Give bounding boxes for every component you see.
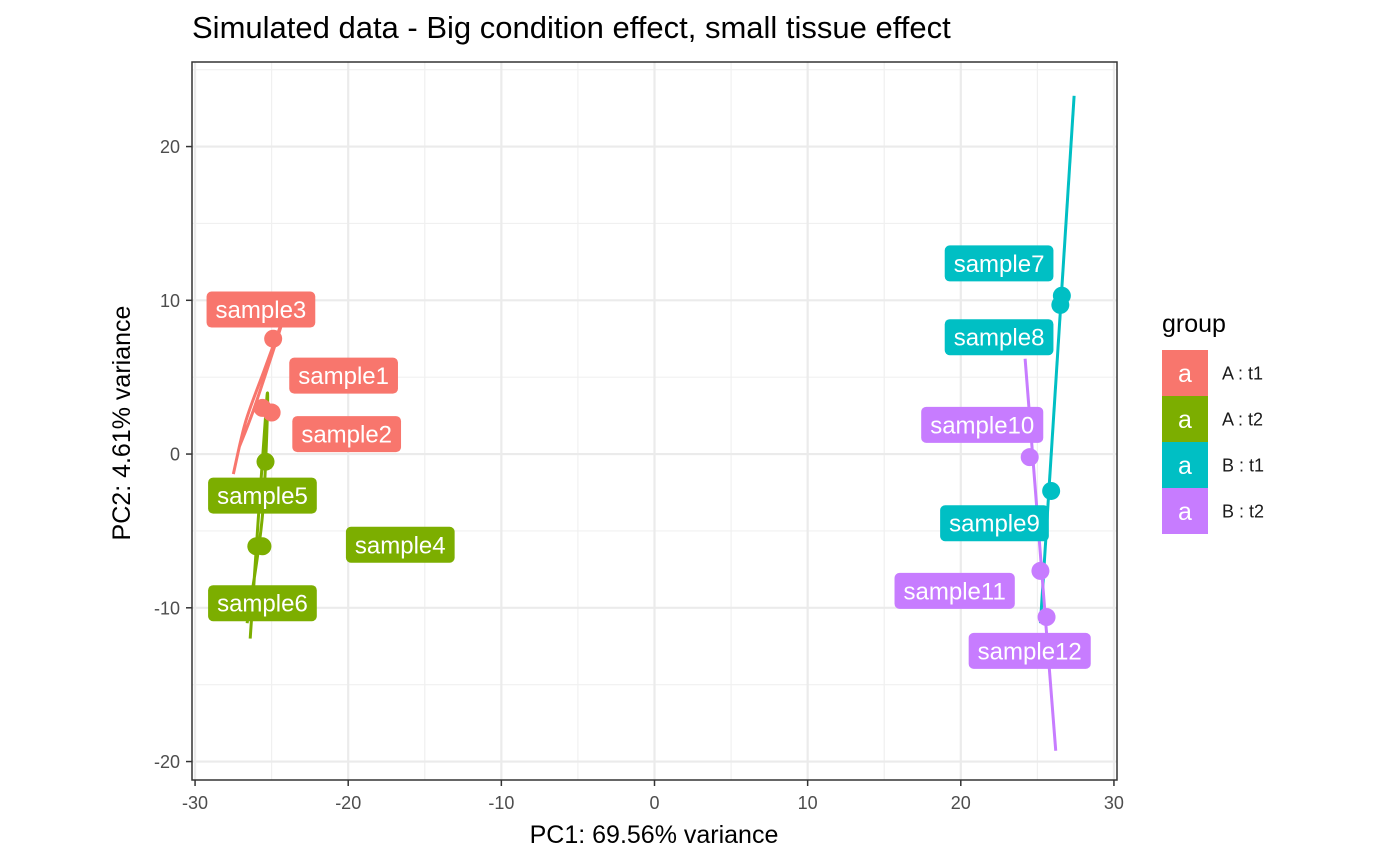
point-label: sample9: [949, 511, 1040, 538]
point-label: sample8: [954, 325, 1045, 352]
point-label-box: [208, 585, 317, 622]
point-label-box: [208, 477, 317, 514]
x-axis-title: PC1: 69.56% variance: [530, 821, 779, 849]
y-tick-label: -10: [154, 598, 180, 618]
legend-key: [1162, 442, 1208, 488]
chart-title: Simulated data - Big condition effect, s…: [192, 10, 951, 45]
legend-key: [1162, 396, 1208, 442]
data-point: [256, 452, 275, 471]
data-point: [1042, 481, 1061, 500]
point-label: sample11: [904, 578, 1006, 605]
x-tick-label: 20: [951, 793, 971, 813]
point-label-box: [894, 572, 1015, 609]
y-tick-label: 0: [170, 445, 180, 465]
legend-key-glyph: a: [1178, 360, 1192, 388]
point-label: sample4: [355, 532, 446, 559]
legend-key-glyph: a: [1178, 452, 1192, 480]
point-label-box: [206, 291, 316, 328]
legend-label: B : t2: [1222, 502, 1264, 522]
point-label: sample5: [217, 483, 308, 510]
data-point: [264, 329, 283, 348]
point-label: sample1: [298, 363, 389, 390]
y-axis-title: PC2: 4.61% variance: [108, 306, 136, 541]
point-label: sample7: [954, 251, 1045, 278]
x-tick-label: 0: [649, 793, 659, 813]
legend: group a A : t1 a A : t2 a B : t1 a B : t2: [1162, 310, 1264, 534]
legend-key: [1162, 488, 1208, 534]
point-label-box: [292, 416, 402, 453]
y-tick-label: 10: [160, 291, 180, 311]
x-tick-label: 30: [1104, 793, 1124, 813]
point-label: sample2: [301, 422, 392, 449]
y-tick-label: -20: [154, 752, 180, 772]
legend-title: group: [1162, 310, 1226, 338]
legend-label: A : t1: [1222, 364, 1263, 384]
data-point: [1051, 295, 1070, 314]
legend-key-glyph: a: [1178, 498, 1192, 526]
x-tick-label: 10: [798, 793, 818, 813]
x-tick-label: -10: [488, 793, 514, 813]
point-label: sample12: [978, 638, 1082, 665]
point-label: sample10: [930, 412, 1034, 439]
point-label: sample6: [217, 591, 308, 618]
point-label-box: [944, 245, 1054, 282]
point-label-box: [968, 632, 1091, 669]
point-label: sample3: [216, 297, 307, 324]
point-label-box: [921, 406, 1044, 443]
data-point: [262, 403, 281, 422]
point-label-box: [345, 526, 455, 563]
x-tick-label: -30: [182, 793, 208, 813]
data-point: [1031, 561, 1050, 580]
legend-label: B : t1: [1222, 456, 1264, 476]
x-tick-label: -20: [335, 793, 361, 813]
point-label-box: [289, 357, 398, 394]
legend-key-glyph: a: [1178, 406, 1192, 434]
point-label-box: [944, 319, 1054, 356]
legend-label: A : t2: [1222, 410, 1263, 430]
point-label-box: [940, 505, 1049, 542]
legend-key: [1162, 350, 1208, 396]
data-point: [1020, 448, 1039, 467]
data-point: [247, 537, 266, 556]
plot-panel: sample1 sample2 sample3 sample4 sample5 sampl…: [154, 61, 1124, 813]
y-tick-label: 20: [160, 137, 180, 157]
data-point: [1037, 608, 1056, 627]
